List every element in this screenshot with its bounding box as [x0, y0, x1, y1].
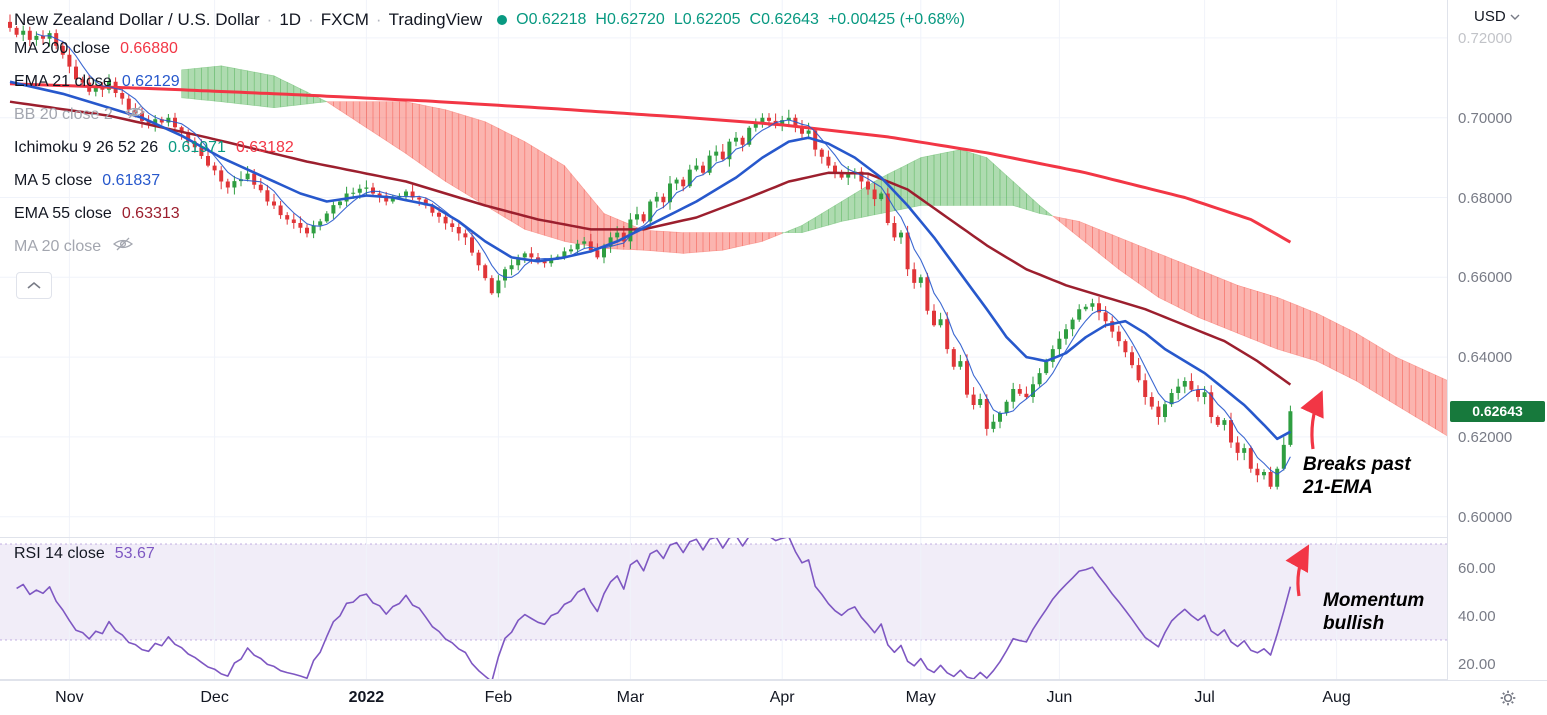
indicator-row-ma200[interactable]: MA 200 close 0.66880: [14, 39, 178, 57]
annotation-momentum-bullish[interactable]: Momentum bullish: [1323, 590, 1425, 634]
time-axis-label: Mar: [616, 689, 645, 706]
title-separator: ·: [308, 10, 314, 29]
time-axis-label: Nov: [55, 689, 84, 706]
time-axis-label: Aug: [1322, 689, 1351, 706]
eye-hidden-icon[interactable]: [113, 237, 134, 256]
rsi-tick-label: 40.00: [1458, 608, 1496, 625]
chevron-down-icon: [1510, 14, 1520, 20]
symbol-name[interactable]: New Zealand Dollar / U.S. Dollar: [14, 10, 260, 29]
market-status-dot: [497, 15, 508, 25]
high-value: H0.62720: [595, 11, 665, 28]
price-tick-label: 0.64000: [1458, 349, 1513, 367]
rsi-legend-row[interactable]: RSI 14 close 53.67: [14, 545, 155, 562]
exchange-label[interactable]: FXCM: [320, 10, 369, 29]
open-value: O0.62218: [516, 11, 587, 28]
low-value: L0.62205: [673, 11, 741, 28]
change-value: +0.00425 (+0.68%): [827, 11, 965, 28]
settings-gear-icon[interactable]: [1499, 689, 1517, 712]
price-tick-label: 0.68000: [1458, 189, 1513, 207]
price-tick-label: 0.72000: [1458, 29, 1513, 47]
indicator-row-bb[interactable]: BB 20 close 2: [14, 98, 965, 131]
indicator-row-ema21[interactable]: EMA 21 close 0.62129: [14, 72, 180, 90]
platform-label: TradingView: [388, 10, 483, 29]
time-axis-label: 2022: [348, 689, 385, 706]
price-axis[interactable]: USD 0.72000 0.70000 0.68000 0.66000 0.64000 0…: [1447, 0, 1547, 680]
price-tick-label: 0.66000: [1458, 269, 1513, 287]
rsi-tick-label: 20.00: [1458, 656, 1496, 673]
time-axis-label: Feb: [484, 689, 513, 706]
indicator-row-ichimoku[interactable]: Ichimoku 9 26 52 26 0.61971 0.63182: [14, 138, 294, 156]
chevron-up-icon: [27, 281, 41, 289]
title-separator: ·: [266, 10, 273, 29]
currency-label: USD: [1474, 8, 1506, 25]
time-axis-label: May: [905, 689, 936, 706]
rsi-pane[interactable]: [0, 538, 1447, 680]
timeframe-label[interactable]: 1D: [279, 10, 302, 29]
close-value: C0.62643: [749, 11, 819, 28]
indicator-row-ema55[interactable]: EMA 55 close 0.63313: [14, 204, 180, 222]
collapse-indicators-button[interactable]: [16, 272, 52, 299]
annotation-breaks-past-ema[interactable]: Breaks past 21-EMA: [1303, 454, 1411, 498]
price-tick-label: 0.62000: [1458, 428, 1513, 446]
rsi-tick-label: 60.00: [1458, 560, 1496, 577]
eye-hidden-icon[interactable]: [124, 105, 145, 124]
ohlc-values: O0.62218 H0.62720 L0.62205 C0.62643 +0.0…: [516, 11, 965, 29]
time-axis-label: Apr: [769, 689, 795, 706]
indicator-row-ma5[interactable]: MA 5 close 0.61837: [14, 171, 161, 189]
annotation-arrow-up[interactable]: [1285, 544, 1310, 597]
last-price-badge: 0.62643: [1450, 400, 1545, 422]
price-tick-label: 0.60000: [1458, 508, 1513, 526]
legend: New Zealand Dollar / U.S. Dollar · 1D · …: [14, 8, 965, 263]
pane-separator[interactable]: [0, 679, 1547, 680]
time-axis-label: Jul: [1194, 689, 1215, 706]
time-axis-label: Dec: [200, 689, 229, 706]
main-price-pane[interactable]: [0, 0, 1447, 538]
currency-selector[interactable]: USD: [1474, 8, 1520, 25]
title-separator: ·: [375, 10, 382, 29]
pane-separator[interactable]: [0, 537, 1547, 538]
price-tick-label: 0.70000: [1458, 109, 1513, 127]
time-axis[interactable]: Nov Dec 2022 Feb Mar Apr May Jun Jul Aug: [0, 680, 1547, 715]
indicator-row-ma20[interactable]: MA 20 close: [14, 230, 965, 263]
annotation-arrow-up[interactable]: [1300, 390, 1324, 450]
time-axis-label: Jun: [1046, 689, 1073, 706]
symbol-title-row: New Zealand Dollar / U.S. Dollar · 1D · …: [14, 8, 965, 32]
